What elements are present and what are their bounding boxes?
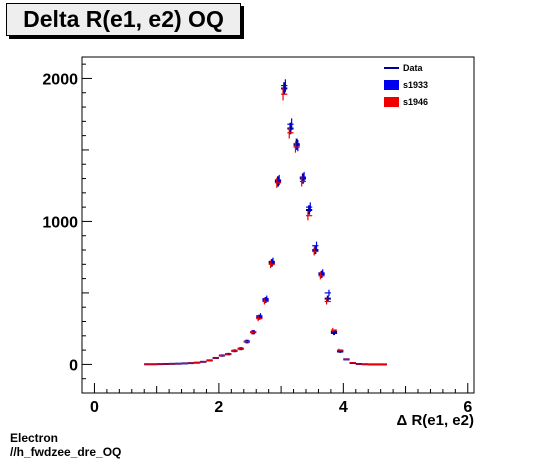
y-tick-label: 1000 — [42, 214, 78, 231]
legend: Data s1933 s1946 — [384, 63, 428, 107]
series-s1933 — [144, 79, 387, 366]
series-s1946 — [144, 87, 387, 366]
x-tick-label: 6 — [463, 399, 472, 416]
plot-frame — [81, 56, 475, 394]
chart-title-box: Delta R(e1, e2) OQ — [6, 3, 241, 36]
x-tick-label: 4 — [339, 399, 348, 416]
chart-title: Delta R(e1, e2) OQ — [23, 6, 224, 32]
legend-label: Data — [403, 63, 424, 73]
legend-swatch — [384, 80, 399, 90]
footer-path: //h_fwdzee_dre_OQ — [10, 445, 122, 459]
y-tick-label: 0 — [69, 357, 78, 374]
series-Data — [144, 82, 387, 366]
legend-label: s1933 — [403, 80, 428, 90]
x-tick-label: 0 — [90, 399, 99, 416]
footer-label: Electron — [10, 431, 59, 445]
x-axis-label: Δ R(e1, e2) — [397, 412, 474, 429]
x-tick-label: 2 — [214, 399, 223, 416]
y-tick-label: 2000 — [42, 71, 78, 88]
legend-label: s1946 — [403, 97, 428, 107]
legend-swatch — [384, 97, 399, 107]
